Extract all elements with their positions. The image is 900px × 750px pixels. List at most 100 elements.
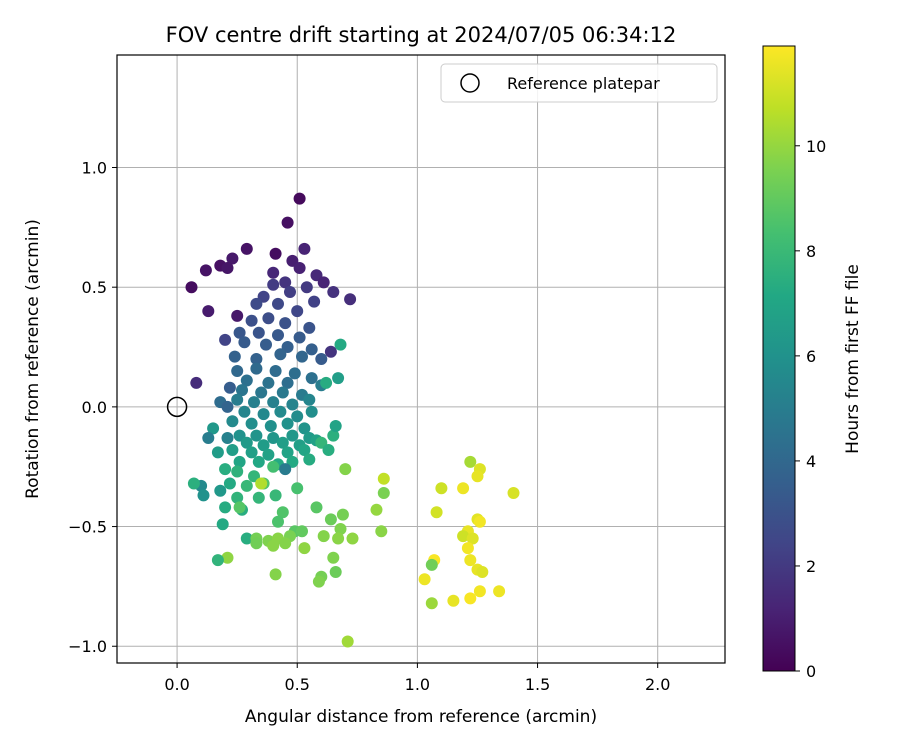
data-point xyxy=(272,515,284,528)
data-point xyxy=(473,585,486,598)
data-point xyxy=(339,463,352,476)
data-point xyxy=(281,417,294,430)
colorbar-tick-label: 6 xyxy=(806,347,816,366)
data-point xyxy=(190,376,203,389)
data-point xyxy=(317,276,330,289)
data-point xyxy=(334,523,347,535)
data-point xyxy=(327,286,340,298)
legend-circle-icon xyxy=(460,73,480,93)
data-point xyxy=(310,501,323,514)
data-point xyxy=(293,192,306,205)
colorbar xyxy=(762,45,796,672)
data-point xyxy=(336,508,349,521)
data-point xyxy=(327,551,340,564)
data-point xyxy=(276,436,289,449)
data-point xyxy=(305,405,318,418)
data-point xyxy=(298,542,311,555)
data-point xyxy=(284,286,296,298)
data-point xyxy=(286,429,299,442)
data-point xyxy=(231,491,244,504)
data-point xyxy=(231,393,244,406)
data-point xyxy=(233,326,246,339)
data-point xyxy=(327,429,340,442)
data-point xyxy=(221,432,234,444)
data-point xyxy=(461,542,474,555)
data-point xyxy=(329,566,342,578)
data-point xyxy=(269,247,282,260)
data-point xyxy=(317,530,330,543)
data-point xyxy=(223,477,236,490)
data-point xyxy=(286,398,299,411)
data-point xyxy=(291,482,304,495)
data-point xyxy=(298,242,311,255)
data-point xyxy=(226,444,239,456)
data-point xyxy=(226,415,239,428)
x-axis-ticks: 0.0 0.5 1.0 1.5 2.0 xyxy=(164,663,670,694)
data-point xyxy=(219,501,232,514)
data-point xyxy=(202,305,215,318)
data-point xyxy=(221,262,234,274)
y-tick-label: −1.0 xyxy=(68,637,107,656)
chart-title: FOV centre drift starting at 2024/07/05 … xyxy=(166,23,677,47)
colorbar-tick-label: 0 xyxy=(806,662,816,681)
data-point xyxy=(252,491,265,504)
data-point xyxy=(245,417,258,430)
data-point xyxy=(269,568,282,581)
data-point xyxy=(305,372,318,385)
data-point xyxy=(199,264,212,277)
data-point xyxy=(245,446,258,459)
y-tick-label: 0.0 xyxy=(82,398,107,417)
x-tick-label: 0.0 xyxy=(164,675,189,694)
data-point xyxy=(300,281,313,294)
data-point xyxy=(257,408,270,421)
legend-label: Reference platepar xyxy=(507,74,660,93)
data-point xyxy=(240,374,253,387)
data-point xyxy=(231,465,244,478)
data-point xyxy=(269,365,282,377)
data-point xyxy=(418,573,431,586)
data-point xyxy=(370,503,383,516)
data-point xyxy=(267,460,280,473)
data-point xyxy=(223,381,236,394)
data-point xyxy=(274,348,287,361)
data-point xyxy=(293,262,306,274)
data-point xyxy=(279,463,292,476)
data-point xyxy=(216,518,229,531)
data-point xyxy=(214,484,227,497)
data-point xyxy=(238,336,251,349)
colorbar-tick-label: 10 xyxy=(806,137,826,156)
data-point xyxy=(332,532,345,545)
data-point xyxy=(464,554,477,567)
data-point xyxy=(276,506,289,519)
data-point xyxy=(430,506,443,519)
data-point xyxy=(464,455,477,468)
data-point xyxy=(231,365,244,377)
data-point xyxy=(507,487,520,499)
data-point xyxy=(303,321,316,334)
legend: Reference platepar xyxy=(440,63,718,103)
data-point xyxy=(298,422,311,435)
data-point xyxy=(267,266,280,279)
data-point xyxy=(279,537,292,550)
data-point xyxy=(315,353,328,365)
data-point xyxy=(476,566,489,578)
data-point xyxy=(231,309,244,322)
data-point xyxy=(211,446,224,459)
x-tick-label: 0.5 xyxy=(285,675,310,694)
data-point xyxy=(435,482,448,495)
data-point xyxy=(457,482,470,495)
data-point xyxy=(269,489,282,502)
y-axis-label: Rotation from reference (arcmin) xyxy=(23,219,43,499)
data-point xyxy=(341,635,354,648)
data-point xyxy=(377,472,390,485)
data-point xyxy=(447,594,460,607)
data-point xyxy=(255,477,268,490)
colorbar-label: Hours from first FF file xyxy=(843,264,863,454)
data-point xyxy=(202,432,215,444)
data-point xyxy=(257,439,270,452)
data-point xyxy=(219,463,232,476)
data-point xyxy=(464,592,477,605)
data-point xyxy=(324,513,337,526)
data-point xyxy=(288,367,301,380)
